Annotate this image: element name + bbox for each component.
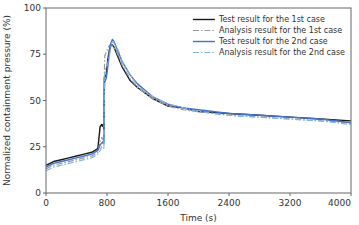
series-line — [46, 41, 351, 171]
y-tick-label: 50 — [30, 96, 42, 106]
legend-swatch — [193, 19, 215, 20]
series-line — [46, 45, 351, 169]
x-tick-label: 4000 — [328, 198, 351, 208]
y-tick-label: 25 — [30, 142, 41, 152]
series-line — [46, 39, 351, 167]
legend: Test result for the 1st case Analysis res… — [193, 15, 345, 57]
x-tick-label: 2400 — [218, 198, 241, 208]
legend-label: Analysis result for the 1st case — [219, 26, 342, 35]
legend-label: Test result for the 2nd case — [218, 37, 328, 46]
x-tick-label: 1600 — [157, 198, 180, 208]
series-line — [46, 45, 351, 165]
x-tick-label: 3200 — [279, 198, 302, 208]
plot-frame — [46, 8, 351, 193]
legend-label: Test result for the 1st case — [218, 15, 325, 24]
x-tick-label: 800 — [98, 198, 115, 208]
x-axis-label: Time (s) — [179, 213, 217, 223]
y-tick-label: 0 — [35, 188, 41, 198]
y-tick-label: 100 — [24, 3, 41, 13]
legend-label: Analysis result for the 2nd case — [219, 48, 345, 57]
axes: 0 800 1600 2400 3200 4000 0 25 50 75 100 Time (s) No… — [2, 3, 351, 223]
lines — [46, 39, 351, 170]
legend-swatch — [193, 41, 215, 42]
legend-swatch — [193, 30, 215, 31]
legend-swatch — [193, 52, 215, 53]
plot-background — [46, 8, 351, 193]
y-tick-label: 75 — [30, 49, 41, 59]
chart: 0 800 1600 2400 3200 4000 0 25 50 75 100 Time (s) No… — [0, 0, 359, 225]
x-tick-label: 0 — [43, 198, 49, 208]
y-axis-label: Normalized containment pressure (%) — [2, 15, 12, 186]
